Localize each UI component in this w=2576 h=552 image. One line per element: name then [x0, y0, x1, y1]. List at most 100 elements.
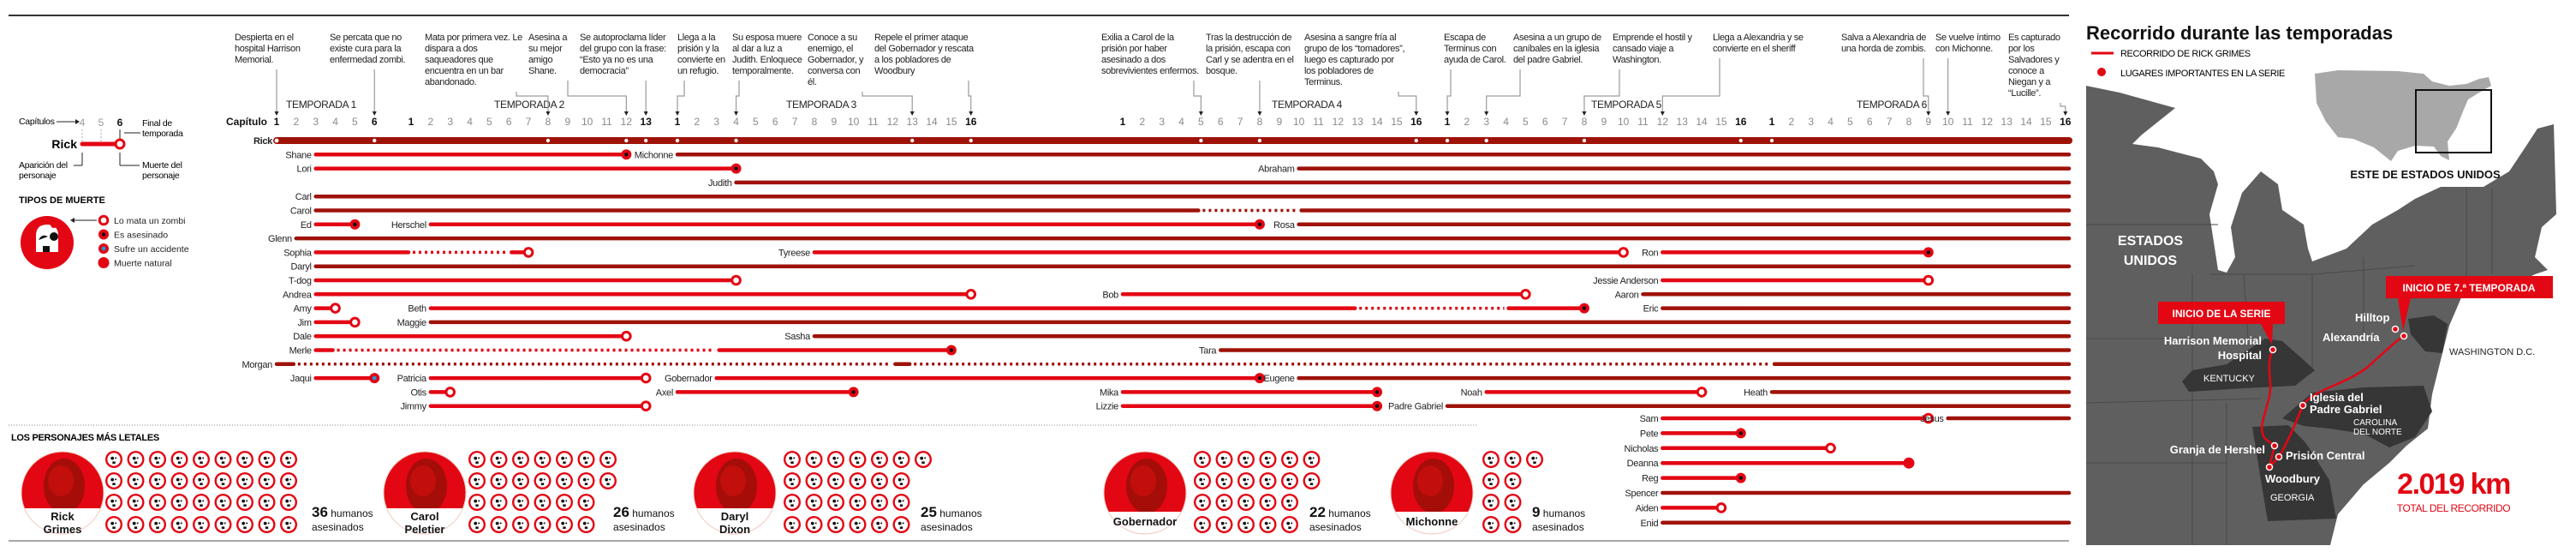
- character-line-noah: Noah: [1461, 387, 1708, 398]
- death-murdered-dot: [1926, 250, 1930, 255]
- character-line-maggie: Maggie: [397, 318, 2072, 328]
- place-label-iglesia: Iglesia del: [2310, 391, 2364, 404]
- character-line-jesus: Jesus: [1920, 414, 2072, 424]
- episode-number: 5: [1523, 116, 1529, 128]
- episode-number: 1: [1769, 116, 1775, 128]
- death-murdered-dot: [624, 153, 629, 157]
- death-natural-icon: [98, 257, 110, 268]
- kill-skull-icon: [1259, 451, 1277, 468]
- portrait-ring: [21, 451, 104, 535]
- character-line-sophia: Sophia: [283, 247, 534, 258]
- character-line-t-dog: T-dog: [289, 274, 742, 286]
- kill-skull-icon: [827, 516, 844, 533]
- label-washington: WASHINGTON D.C.: [2449, 347, 2535, 357]
- episode-number: 9: [831, 116, 837, 128]
- death-zombie-icon: [640, 372, 652, 384]
- character-name: Michonne: [635, 150, 673, 160]
- arrow-icon: [1660, 111, 1665, 116]
- episode-number: 2: [1140, 116, 1146, 128]
- kill-skull-icon: [556, 516, 573, 533]
- season-label: TEMPORADA 5: [1591, 99, 1662, 111]
- leader-line: [1446, 69, 1452, 114]
- kill-skull-icon: [1259, 472, 1277, 489]
- kill-skull-icon: [556, 494, 573, 511]
- episode-number: 1: [1445, 116, 1451, 128]
- episode-number: 8: [812, 116, 818, 128]
- episode-number: 2: [428, 116, 434, 128]
- kill-skull-icon: [236, 516, 253, 533]
- place-label-woodbury: Woodbury: [2265, 472, 2321, 485]
- character-name: Jim: [297, 318, 311, 328]
- portrait-avatar: [21, 452, 104, 534]
- character-line-tara: Tara: [1199, 346, 2072, 357]
- character-line-dale: Dale: [293, 330, 632, 342]
- character-name: Glenn: [268, 234, 292, 244]
- kill-skull-icon: [105, 494, 122, 511]
- kill-skull-icon: [1194, 451, 1211, 468]
- legend-ep-6: 6: [117, 117, 123, 129]
- character-name: Aaron: [1615, 290, 1639, 300]
- death-type-label: Sufre un accidente: [114, 244, 189, 255]
- character-name: Merle: [289, 346, 312, 357]
- kill-skull-icon: [127, 472, 145, 489]
- kill-skull-icon: [805, 516, 823, 533]
- place-marker-granja: [2270, 441, 2279, 450]
- kill-skull-icon: [827, 472, 844, 489]
- character-name: Sam: [1640, 414, 1659, 424]
- kill-skull-icon: [258, 516, 276, 533]
- character-line-heath: Heath: [1744, 387, 2072, 398]
- kill-unit-2: asesinados: [921, 521, 973, 533]
- state-label-kentucky: KENTUCKY: [2203, 374, 2256, 384]
- arrow-icon: [75, 119, 80, 124]
- character-line-merle: Merle: [289, 345, 957, 357]
- character-name: Reg: [1642, 474, 1658, 484]
- kill-skull-icon: [1504, 451, 1522, 468]
- character-name: Deanna: [1627, 459, 1660, 469]
- kill-skull-icon: [805, 472, 823, 489]
- kill-skull-icon: [127, 516, 145, 533]
- kill-skull-icon: [556, 472, 573, 489]
- character-line-nicholas: Nicholas: [1625, 442, 1836, 454]
- episode-number: 10: [1293, 116, 1305, 128]
- kill-skull-icon: [1259, 516, 1277, 533]
- milestone-dot: [1414, 138, 1418, 143]
- episode-number: 7: [1237, 116, 1243, 128]
- kill-skull-icon: [1281, 516, 1298, 533]
- milestone-dot: [675, 138, 680, 143]
- character-line-gobernador: Gobernador: [665, 373, 1265, 384]
- death-types-title: TIPOS DE MUERTE: [19, 195, 105, 206]
- arrow-icon: [909, 111, 915, 116]
- kill-unit-2: asesinados: [1532, 521, 1584, 533]
- kill-skull-icon: [468, 451, 486, 468]
- episode-number: 8: [546, 116, 552, 128]
- lethal-name: Gobernador: [1113, 515, 1177, 528]
- character-line-ed: Ed: [301, 219, 361, 231]
- kill-skull-icon: [784, 472, 801, 489]
- kill-skull-icon: [892, 451, 910, 468]
- kill-count: 36 humanos: [312, 504, 373, 520]
- character-name: Judith: [708, 178, 732, 189]
- kill-skull-icon: [1194, 494, 1211, 511]
- kill-skull-icon: [1215, 494, 1233, 511]
- character-name: Beth: [408, 304, 426, 315]
- arrow-icon: [372, 111, 377, 116]
- episode-number: 5: [352, 116, 358, 128]
- kill-skull-icon: [805, 494, 823, 511]
- kill-skull-icon: [577, 451, 595, 468]
- kill-skull-icon: [849, 472, 867, 489]
- annotation-leaders: [274, 58, 2068, 116]
- episode-number: 13: [641, 116, 653, 128]
- episode-number: 11: [868, 116, 879, 128]
- death-murdered-dot: [1582, 306, 1587, 310]
- character-name: Carl: [295, 192, 312, 202]
- kill-skull-icon: [490, 472, 508, 489]
- kill-skull-icon: [258, 494, 276, 511]
- place-label-iglesia-2: Padre Gabriel: [2310, 403, 2382, 416]
- kill-skull-icon: [849, 494, 867, 511]
- character-line-eric: Eric: [1643, 304, 2072, 315]
- kill-unit: humanos: [328, 507, 373, 519]
- kill-skull-icon: [214, 494, 232, 511]
- season-label: TEMPORADA 4: [1272, 99, 1343, 111]
- character-line-jessie-anderson: Jessie Anderson: [1593, 274, 1935, 286]
